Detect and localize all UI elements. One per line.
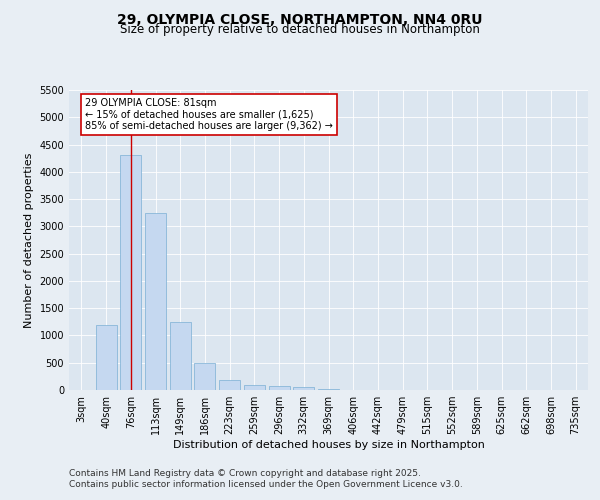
Bar (120, 156, 141, 390)
Text: 29, OLYMPIA CLOSE, NORTHAMPTON, NN4 0RU: 29, OLYMPIA CLOSE, NORTHAMPTON, NN4 0RU (117, 12, 483, 26)
Bar (219, 380, 240, 390)
Bar (145, 212, 166, 390)
Bar (269, 386, 290, 390)
Bar (194, 362, 215, 390)
Text: 29 OLYMPIA CLOSE: 81sqm
← 15% of detached houses are smaller (1,625)
85% of semi: 29 OLYMPIA CLOSE: 81sqm ← 15% of detache… (85, 98, 333, 132)
X-axis label: Distribution of detached houses by size in Northampton: Distribution of detached houses by size … (173, 440, 484, 450)
Y-axis label: Number of detached properties: Number of detached properties (24, 152, 34, 328)
Text: Contains HM Land Registry data © Crown copyright and database right 2025.: Contains HM Land Registry data © Crown c… (69, 468, 421, 477)
Text: Contains public sector information licensed under the Open Government Licence v3: Contains public sector information licen… (69, 480, 463, 489)
Bar (170, 322, 191, 390)
Bar (244, 384, 265, 390)
Bar (95, 324, 116, 390)
Text: Size of property relative to detached houses in Northampton: Size of property relative to detached ho… (120, 22, 480, 36)
Bar (293, 388, 314, 390)
